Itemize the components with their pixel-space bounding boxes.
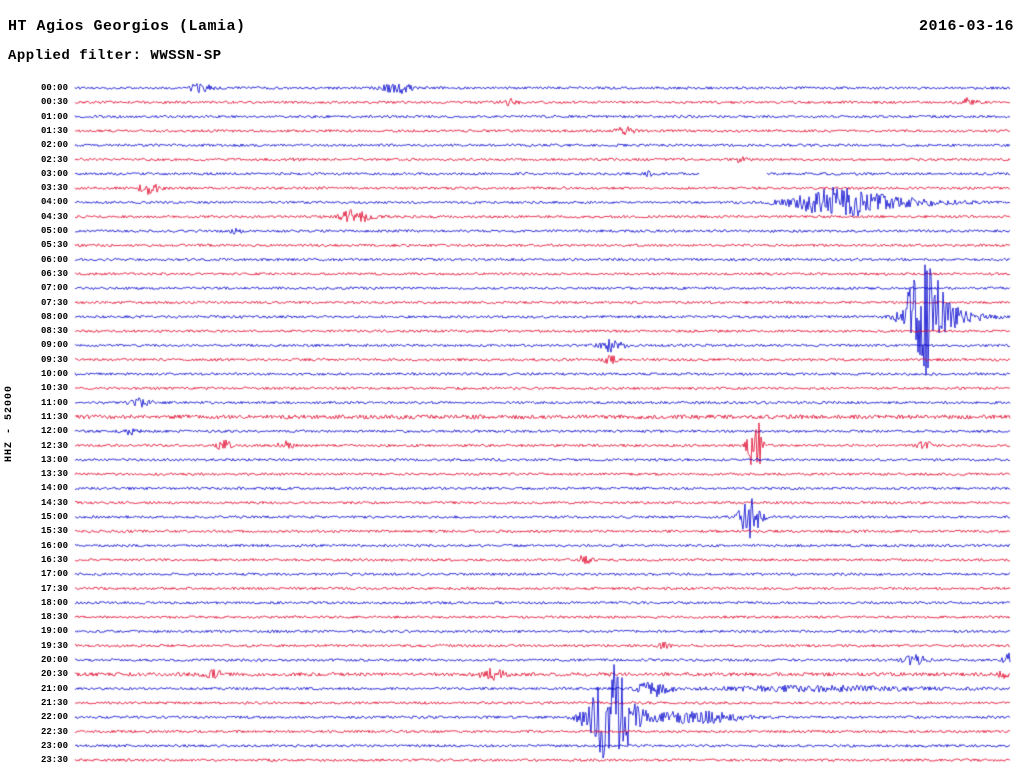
seismogram-traces-canvas bbox=[0, 0, 1024, 780]
helicorder-page: HT Agios Georgios (Lamia) 2016-03-16 App… bbox=[0, 0, 1024, 780]
